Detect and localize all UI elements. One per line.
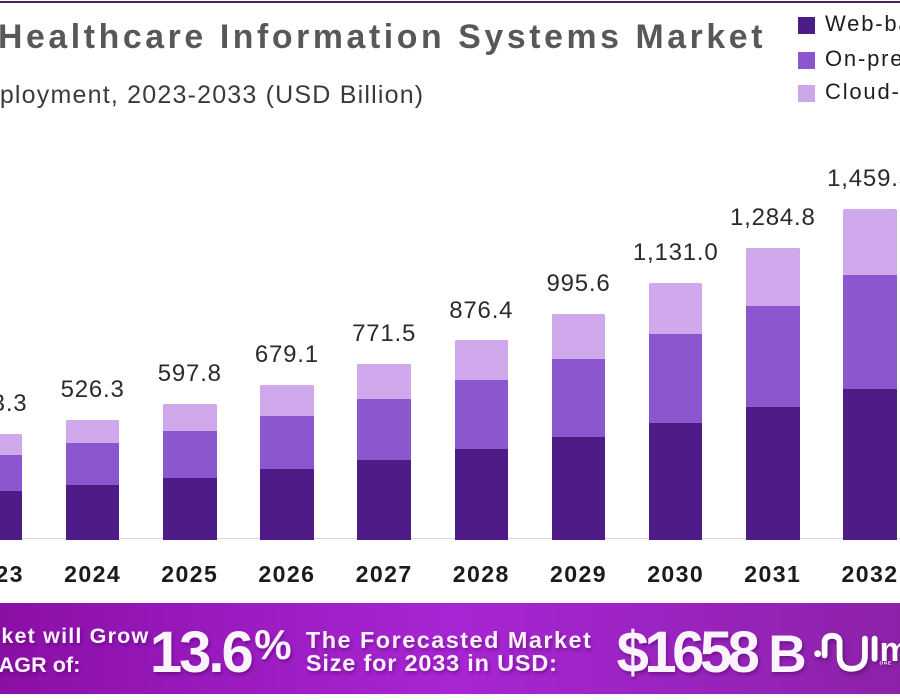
svg-text:m: m	[880, 631, 900, 669]
svg-text:ONE: ONE	[880, 661, 892, 666]
